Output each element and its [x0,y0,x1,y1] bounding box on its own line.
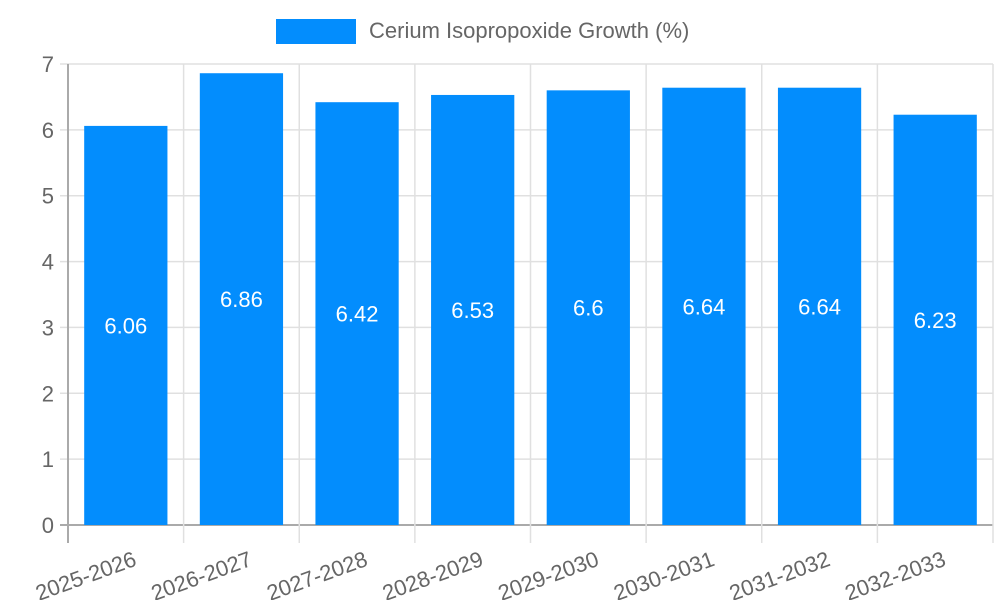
bar[interactable] [84,125,168,526]
bar-value-label: 6.06 [104,313,147,338]
legend-label: Cerium Isopropoxide Growth (%) [369,18,690,43]
chart-legend[interactable]: Cerium Isopropoxide Growth (%) [276,18,689,44]
x-tick-label: 2032-2033 [841,546,948,600]
y-tick-label: 1 [42,447,54,472]
bar-value-label: 6.23 [914,308,957,333]
y-tick-label: 3 [42,315,54,340]
x-tick-label: 2029-2030 [495,546,602,600]
y-tick-label: 7 [42,52,54,77]
bar-value-label: 6.64 [683,294,726,319]
bar-value-label: 6.64 [798,294,841,319]
x-tick-label: 2028-2029 [379,546,486,600]
bar[interactable] [662,87,746,526]
y-tick-label: 6 [42,118,54,143]
bars: 6.06 6.86 6.42 6.53 6.6 6.64 6.64 6.23 [84,73,977,526]
x-tick-label: 2030-2031 [610,546,717,600]
bar-value-label: 6.53 [451,298,494,323]
bar-value-label: 6.6 [573,296,604,321]
x-tick-label: 2031-2032 [726,546,833,600]
bar[interactable] [777,87,862,526]
y-tick-label: 2 [42,381,54,406]
x-tick-label: 2025-2026 [32,546,139,600]
bar[interactable] [315,102,399,525]
y-tick-label: 4 [42,250,54,275]
bar[interactable] [431,94,515,526]
y-tick-label: 5 [42,184,54,209]
bar[interactable] [546,90,630,525]
bar-value-label: 6.86 [220,287,263,312]
y-tick-label: 0 [42,513,54,538]
bar[interactable] [893,114,977,526]
legend-swatch [276,18,356,44]
bar[interactable] [199,73,284,525]
x-tick-label: 2027-2028 [263,546,370,600]
x-tick-label: 2026-2027 [148,546,255,600]
bar-value-label: 6.42 [336,302,379,327]
